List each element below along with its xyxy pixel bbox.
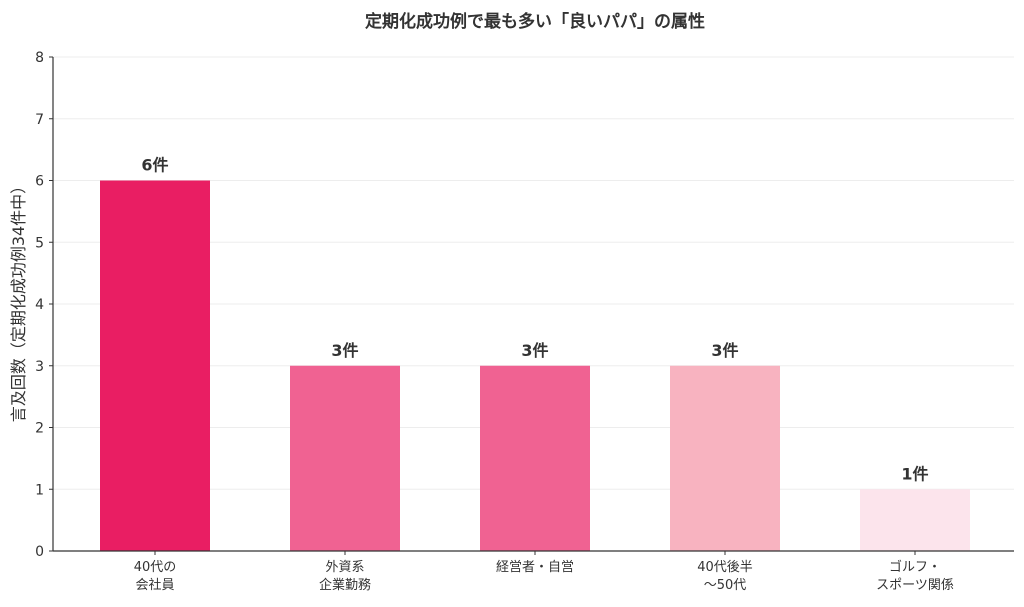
bar (670, 365, 780, 551)
y-tick-label: 4 (35, 297, 44, 313)
y-tick-label: 5 (35, 235, 44, 251)
y-tick-label: 8 (35, 50, 44, 66)
x-category-label: 外資系企業勤務 (319, 560, 371, 593)
x-category-label: ゴルフ・スポーツ関係 (876, 559, 954, 593)
x-category-label: 経営者・自営 (496, 560, 574, 575)
x-category-label: 40代の会社員 (134, 560, 177, 593)
bar-value-label: 6件 (141, 156, 168, 175)
bar-value-label: 3件 (521, 341, 548, 360)
bar-value-label: 3件 (331, 341, 358, 360)
y-tick-label: 2 (35, 421, 44, 437)
axes (49, 56, 1014, 555)
y-tick-label: 1 (35, 482, 44, 498)
bar-value-label: 3件 (711, 341, 738, 360)
bar-value-label: 1件 (901, 464, 928, 483)
bar (290, 365, 400, 551)
bars (100, 180, 970, 551)
chart-title: 定期化成功例で最も多い「良いパパ」の属性 (365, 11, 705, 32)
y-axis-title: 言及回数（定期化成功例34件中） (9, 178, 28, 422)
y-tick-label: 3 (35, 359, 44, 375)
y-tick-label: 6 (35, 174, 44, 190)
y-tick-label: 7 (35, 112, 44, 128)
y-tick-label: 0 (35, 544, 44, 560)
bar (480, 365, 590, 551)
bar (860, 489, 970, 551)
x-category-label: 40代後半〜50代 (697, 560, 753, 593)
bar (100, 180, 210, 551)
